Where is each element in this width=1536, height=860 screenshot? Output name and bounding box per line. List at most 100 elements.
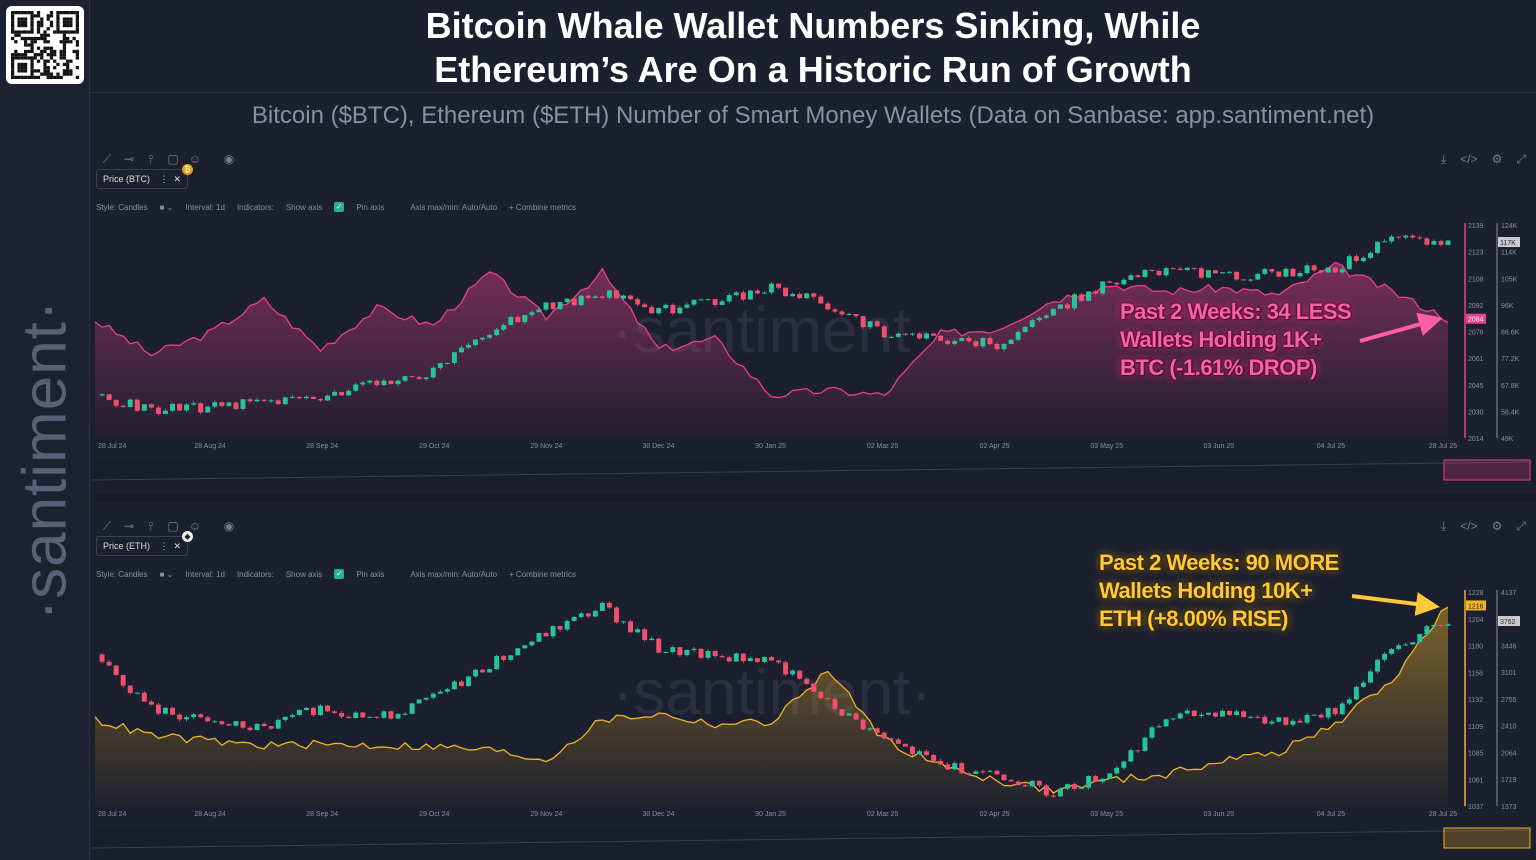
price-candle (127, 399, 133, 408)
show-axis-checkbox[interactable]: ✓ (334, 202, 345, 212)
download-icon[interactable]: ⤓ (1440, 519, 1447, 533)
price-candle (776, 283, 782, 288)
note-icon[interactable]: ▢ (167, 152, 179, 166)
price-candle (1050, 308, 1056, 316)
price-candle (120, 674, 126, 686)
note-icon[interactable]: ▢ (167, 519, 179, 533)
price-candle (1255, 716, 1261, 718)
price-candle (1036, 780, 1042, 786)
price-candle (959, 337, 965, 341)
eye-icon[interactable]: ◉ (223, 152, 235, 166)
style-dropdown[interactable]: Style: Candles (96, 569, 148, 579)
style-dropdown[interactable]: Style: Candles (96, 202, 148, 212)
interval-dropdown[interactable]: Interval: 1d (185, 569, 225, 579)
emoji-icon[interactable]: ☺ (188, 519, 202, 533)
current-wallets-badge (1466, 313, 1486, 324)
fullscreen-icon[interactable]: ⤢ (1516, 152, 1526, 166)
price-candle (1234, 271, 1240, 280)
price-candle (1269, 721, 1275, 724)
axis-maxmin-dropdown[interactable]: Axis max/min: Auto/Auto (410, 202, 498, 212)
horizontal-line-icon[interactable]: ⊸ (123, 152, 135, 166)
x-tick-label: 29 Oct 24 (419, 443, 449, 450)
price-candle (621, 295, 626, 299)
vertical-line-icon[interactable]: ⫯ (148, 519, 154, 533)
price-candle (1170, 268, 1176, 270)
indicators-dropdown[interactable]: Indicators: (236, 202, 274, 212)
price-candle (254, 399, 260, 402)
price-candle (698, 648, 704, 658)
interval-dropdown[interactable]: Interval: 1d (185, 202, 225, 212)
right-axis-tick: 77.2K (1501, 356, 1520, 363)
emoji-icon[interactable]: ☺ (188, 152, 202, 166)
price-candle (818, 691, 824, 699)
embed-code-icon[interactable]: </> (1460, 152, 1478, 166)
price-candle (1100, 778, 1106, 782)
price-candle (994, 770, 1000, 775)
eye-icon[interactable]: ◉ (223, 519, 235, 533)
price-candle (902, 743, 908, 747)
navigator-handle[interactable] (1443, 827, 1531, 849)
price-candle (1135, 275, 1141, 278)
right-axis-tick: 1373 (1501, 804, 1517, 811)
horizontal-line-icon[interactable]: ⊸ (123, 519, 135, 533)
metric-legend[interactable]: Price (BTC) ⋮ ✕ ₿ (96, 164, 193, 189)
price-candle (1276, 271, 1282, 277)
navigator-handle[interactable] (1443, 459, 1531, 481)
price-candle (754, 290, 760, 294)
price-candle (289, 396, 295, 398)
price-candle (1072, 784, 1077, 789)
indicators-dropdown[interactable]: Indicators: (236, 569, 274, 579)
axis-maxmin-dropdown[interactable]: Axis max/min: Auto/Auto (410, 569, 498, 579)
price-candle (1353, 256, 1359, 262)
price-candle (557, 302, 563, 309)
price-candle (917, 751, 922, 755)
color-picker[interactable]: ■ ⌄ (159, 202, 174, 212)
trend-line-icon[interactable]: ⟋ (102, 519, 112, 533)
x-tick-label: 30 Jan 25 (755, 443, 786, 450)
left-axis-tick: 1132 (1468, 697, 1483, 704)
price-candle (289, 715, 295, 717)
price-candle (1093, 776, 1099, 782)
more-icon[interactable]: ⋮ ✕ (159, 174, 181, 184)
right-axis-tick: 49K (1501, 436, 1514, 443)
color-picker[interactable]: ■ ⌄ (159, 569, 174, 579)
show-axis-checkbox[interactable]: ✓ (334, 569, 345, 579)
price-candle (1121, 761, 1127, 768)
price-candle (1262, 716, 1268, 724)
price-candle (564, 298, 570, 303)
price-candle (1205, 270, 1211, 278)
embed-code-icon[interactable]: </> (1460, 519, 1478, 533)
x-tick-label: 02 Mar 25 (867, 811, 899, 818)
gear-icon[interactable]: ⚙ (1491, 152, 1503, 166)
download-icon[interactable]: ⤓ (1440, 152, 1447, 166)
price-candle (1318, 270, 1324, 273)
price-candle (219, 402, 225, 406)
price-candle (451, 352, 457, 363)
chart-svg[interactable]: ·santiment·28 Jul 24 28 Aug 24 28 Sep 24 29… (92, 152, 1536, 492)
pin-axis-checkbox[interactable]: Pin axis (356, 569, 385, 579)
fullscreen-icon[interactable]: ⤢ (1516, 519, 1526, 533)
price-candle (1227, 710, 1233, 715)
price-candle (1325, 267, 1331, 273)
more-icon[interactable]: ⋮ ✕ (159, 541, 181, 551)
combine-metrics-button[interactable]: + Combine metrics (509, 569, 576, 579)
chart-svg[interactable]: ·santiment·28 Jul 24 28 Aug 24 28 Sep 24 29… (92, 519, 1536, 859)
price-candle (120, 405, 126, 408)
price-candle (374, 716, 380, 718)
price-candle (296, 709, 302, 716)
price-candle (691, 299, 697, 305)
price-candle (1065, 304, 1070, 309)
x-tick-label: 28 Sep 24 (306, 811, 338, 818)
right-axis-tick: 2064 (1501, 751, 1517, 758)
combine-metrics-button[interactable]: + Combine metrics (509, 202, 576, 212)
price-candle (318, 399, 323, 401)
price-candle (614, 607, 619, 623)
gear-icon[interactable]: ⚙ (1491, 519, 1503, 533)
metric-legend[interactable]: Price (ETH) ⋮ ✕ ◆ (96, 531, 193, 556)
right-axis-tick: 96K (1501, 303, 1514, 310)
price-candle (494, 329, 500, 336)
vertical-line-icon[interactable]: ⫯ (148, 152, 154, 166)
trend-line-icon[interactable]: ⟋ (102, 152, 112, 166)
pin-axis-checkbox[interactable]: Pin axis (356, 202, 385, 212)
price-candle (205, 406, 211, 413)
